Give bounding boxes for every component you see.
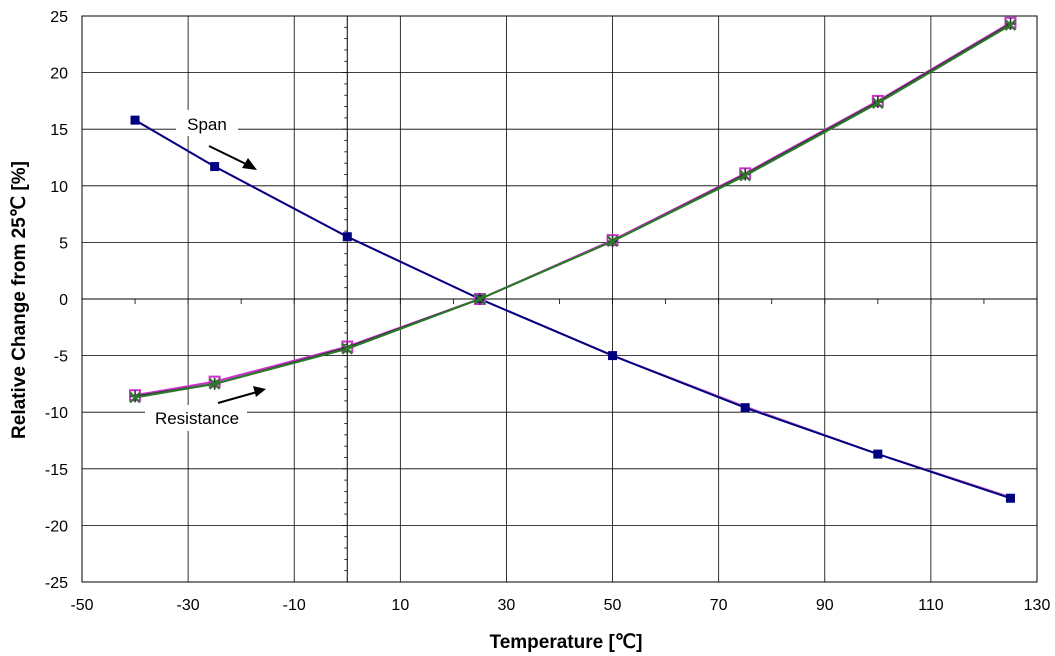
x-axis-title: Temperature [℃]	[490, 632, 643, 653]
span-arrow	[208, 145, 257, 170]
y-tick-label: -20	[45, 518, 68, 535]
x-tick-label: 90	[816, 597, 834, 614]
resistance-annotation: Resistance	[155, 409, 239, 428]
y-tick-label: 0	[59, 292, 68, 309]
resistance-point	[1004, 19, 1017, 31]
y-tick-label: 10	[50, 179, 68, 196]
resistance-point	[606, 235, 619, 248]
y-tick-label: 15	[50, 122, 68, 139]
x-tick-label: 110	[918, 597, 944, 614]
x-tick-label: -50	[70, 597, 93, 614]
y-axis-title: Relative Change from 25℃ [%]	[9, 161, 30, 439]
x-tick-label: 130	[1024, 597, 1051, 614]
resistance-point	[872, 97, 884, 109]
span-point	[210, 162, 220, 172]
span-point	[740, 403, 750, 413]
y-tick-label: -15	[45, 462, 68, 479]
span-series-line-1	[134, 119, 1011, 500]
resistance-point	[341, 343, 354, 355]
resistance-series-line-3	[134, 23, 1011, 398]
grid	[81, 15, 1038, 583]
x-tick-label: 50	[604, 597, 622, 614]
series-layer	[129, 16, 1017, 503]
x-tick-label: 30	[498, 597, 516, 614]
span-point	[342, 232, 352, 242]
resistance-point	[474, 293, 486, 305]
resistance-arrow	[217, 386, 266, 404]
span-point	[873, 449, 883, 459]
x-tick-label: -30	[177, 597, 200, 614]
y-tick-label: -5	[54, 349, 68, 366]
y-tick-label: -25	[45, 575, 68, 592]
span-annotation: Span	[187, 115, 227, 134]
span-label-bg	[176, 110, 238, 136]
y-tick-label: 5	[59, 235, 68, 252]
y-tick-label: 25	[50, 9, 68, 26]
x-tick-label: 10	[391, 597, 409, 614]
tick-labels: -50 -30 -10 10 30 50 70 90 110 1302520151050-5-10…	[45, 9, 1051, 614]
axes	[81, 15, 1038, 583]
y-tick-label: -10	[45, 405, 68, 422]
y-tick-label: 20	[50, 66, 68, 83]
resistance-point	[208, 378, 221, 390]
resistance-series-line-4	[134, 24, 1011, 399]
resistance-label-bg	[145, 405, 247, 431]
span-series-line-0	[134, 119, 1011, 499]
span-point	[608, 351, 618, 361]
x-tick-label: 70	[710, 597, 728, 614]
span-point	[1005, 493, 1015, 503]
resistance-point	[129, 391, 141, 404]
resistance-point	[739, 169, 751, 182]
x-tick-label: -10	[283, 597, 306, 614]
span-point	[130, 115, 140, 125]
